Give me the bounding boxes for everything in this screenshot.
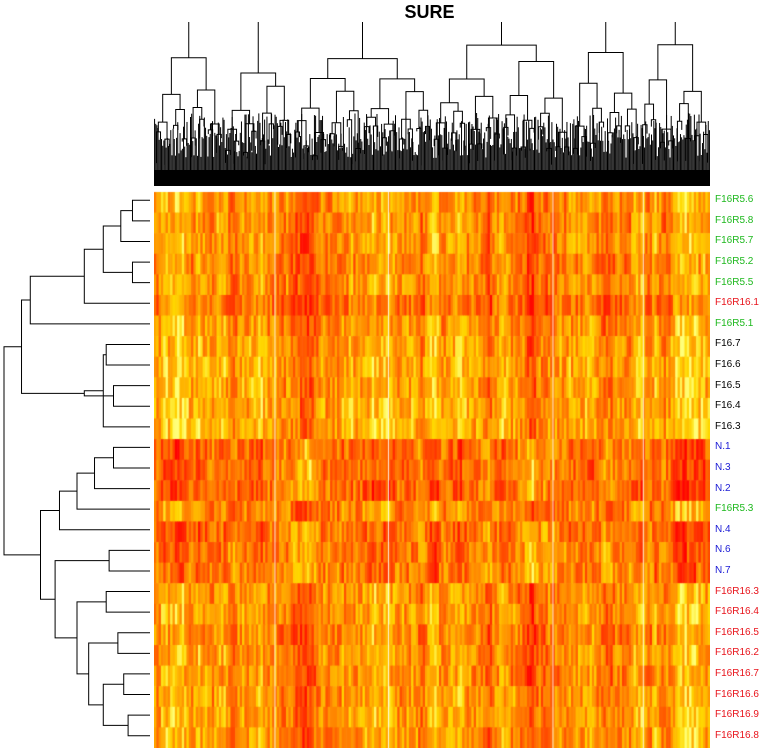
row-label: F16R16.1 (715, 297, 759, 309)
column-dendrogram-branch (605, 22, 676, 53)
column-dendrogram-branch (370, 108, 390, 125)
column-dendrogram-branch (170, 57, 207, 95)
row-dendrogram-branch (58, 490, 150, 531)
row-dendrogram-branch (29, 275, 150, 325)
column-dendrogram-branch (240, 72, 277, 111)
row-label: F16R16.7 (715, 667, 759, 679)
row-dendrogram-branch (105, 343, 150, 366)
column-dendrogram-branch (540, 112, 550, 149)
column-dendrogram-branch (518, 61, 555, 99)
row-label: N.4 (715, 523, 731, 535)
column-dendrogram-branch (162, 93, 181, 123)
row-dendrogram-branch (3, 346, 41, 556)
row-dendrogram-branch (76, 472, 150, 510)
column-dendrogram-branch (309, 77, 346, 109)
column-dendrogram-branch (231, 109, 251, 130)
column-dendrogram-branch (501, 22, 502, 46)
column-dendrogram-branch (362, 22, 363, 59)
column-dendrogram-branch (657, 44, 694, 92)
row-label: F16R5.3 (715, 503, 754, 515)
row-dendrogram-branch (102, 225, 133, 273)
row-dendrogram-branch (40, 509, 60, 600)
column-dendrogram-branch (459, 122, 466, 151)
heatmap-grid (154, 188, 710, 748)
row-label: F16R16.8 (715, 729, 759, 741)
row-dendrogram-branch (108, 549, 150, 572)
row-dendrogram-branch (131, 199, 150, 222)
column-dendrogram-branch (609, 111, 620, 133)
row-dendrogram-branch (83, 248, 150, 304)
row-label: F16R16.5 (715, 626, 759, 638)
column-dendrogram-branch (696, 121, 707, 136)
column-dendrogram (154, 22, 710, 186)
column-dendrogram-branch (453, 110, 463, 133)
row-dendrogram-branch (105, 591, 150, 613)
row-label: F16.4 (715, 400, 741, 412)
row-label: N.7 (715, 564, 731, 576)
row-label: F16R16.3 (715, 585, 759, 597)
row-label: F16.3 (715, 420, 741, 432)
row-label: N.2 (715, 482, 731, 494)
column-dendrogram-base (154, 170, 710, 186)
row-label: F16R5.5 (715, 276, 754, 288)
row-label: F16R16.6 (715, 688, 759, 700)
row-label: F16.5 (715, 379, 741, 391)
column-dendrogram-branch (266, 85, 285, 121)
column-dendrogram-branch (199, 118, 205, 139)
column-dendrogram-branch (277, 125, 283, 145)
row-label: N.6 (715, 544, 731, 556)
column-dendrogram-branch (587, 51, 624, 94)
row-dendrogram-branch (123, 673, 150, 696)
column-dendrogram-branch (626, 108, 637, 138)
column-dendrogram-branch (418, 109, 429, 129)
column-dendrogram-branch (544, 97, 563, 133)
column-dendrogram-branch (366, 116, 377, 127)
row-label: F16R5.1 (715, 317, 754, 329)
row-dendrogram-branch (21, 299, 85, 394)
row-dendrogram-branch (117, 632, 150, 654)
row-dendrogram-branch (76, 601, 107, 675)
row-label: F16.6 (715, 359, 741, 371)
column-dendrogram-branch (327, 58, 398, 79)
column-dendrogram-branch (196, 89, 216, 124)
row-label: F16R16.2 (715, 647, 759, 659)
row-dendrogram-branch (127, 714, 150, 737)
row-dendrogram-branch (54, 560, 110, 639)
column-dendrogram-branch (509, 94, 529, 121)
column-dendrogram-branch (579, 82, 598, 127)
row-dendrogram-branch (102, 683, 129, 726)
column-dendrogram-branch (607, 132, 613, 142)
row-dendrogram-branch (120, 210, 150, 242)
row-label: F16R16.4 (715, 606, 759, 618)
column-dendrogram-branch (335, 90, 355, 123)
column-dendrogram-branch (157, 121, 168, 140)
row-label: F16.7 (715, 338, 741, 350)
row-dendrogram-branch (131, 261, 150, 284)
row-dendrogram-branch (113, 385, 150, 407)
row-labels: F16R5.6 F16R5.8 F16R5.7 F16R5.2 F16R5.5 F16R1… (715, 190, 759, 746)
row-label: F16R5.2 (715, 256, 754, 268)
row-label: F16R16.9 (715, 709, 759, 721)
column-dendrogram-branch (405, 91, 424, 120)
row-dendrogram (3, 199, 150, 737)
column-dendrogram-branch (448, 78, 485, 103)
row-label: F16R5.8 (715, 214, 754, 226)
row-dendrogram-branch (113, 446, 150, 469)
row-dendrogram-branch (83, 390, 114, 397)
row-dendrogram-branch (102, 354, 150, 428)
row-label: F16R5.6 (715, 194, 754, 206)
row-label: N.1 (715, 441, 731, 453)
column-dendrogram-branch (188, 22, 259, 73)
row-label: N.3 (715, 462, 731, 473)
column-dendrogram-branch (440, 102, 459, 123)
column-dendrogram-branch (379, 78, 416, 109)
column-dendrogram-branch (192, 107, 203, 138)
column-dendrogram-branch (466, 44, 537, 80)
column-dendrogram-branch (173, 124, 179, 130)
row-dendrogram-branch (94, 457, 150, 490)
row-label: F16R5.7 (715, 235, 754, 247)
column-dendrogram-branch (181, 138, 188, 146)
chart-title: SURE (404, 2, 455, 22)
column-dendrogram-branch (648, 79, 668, 130)
